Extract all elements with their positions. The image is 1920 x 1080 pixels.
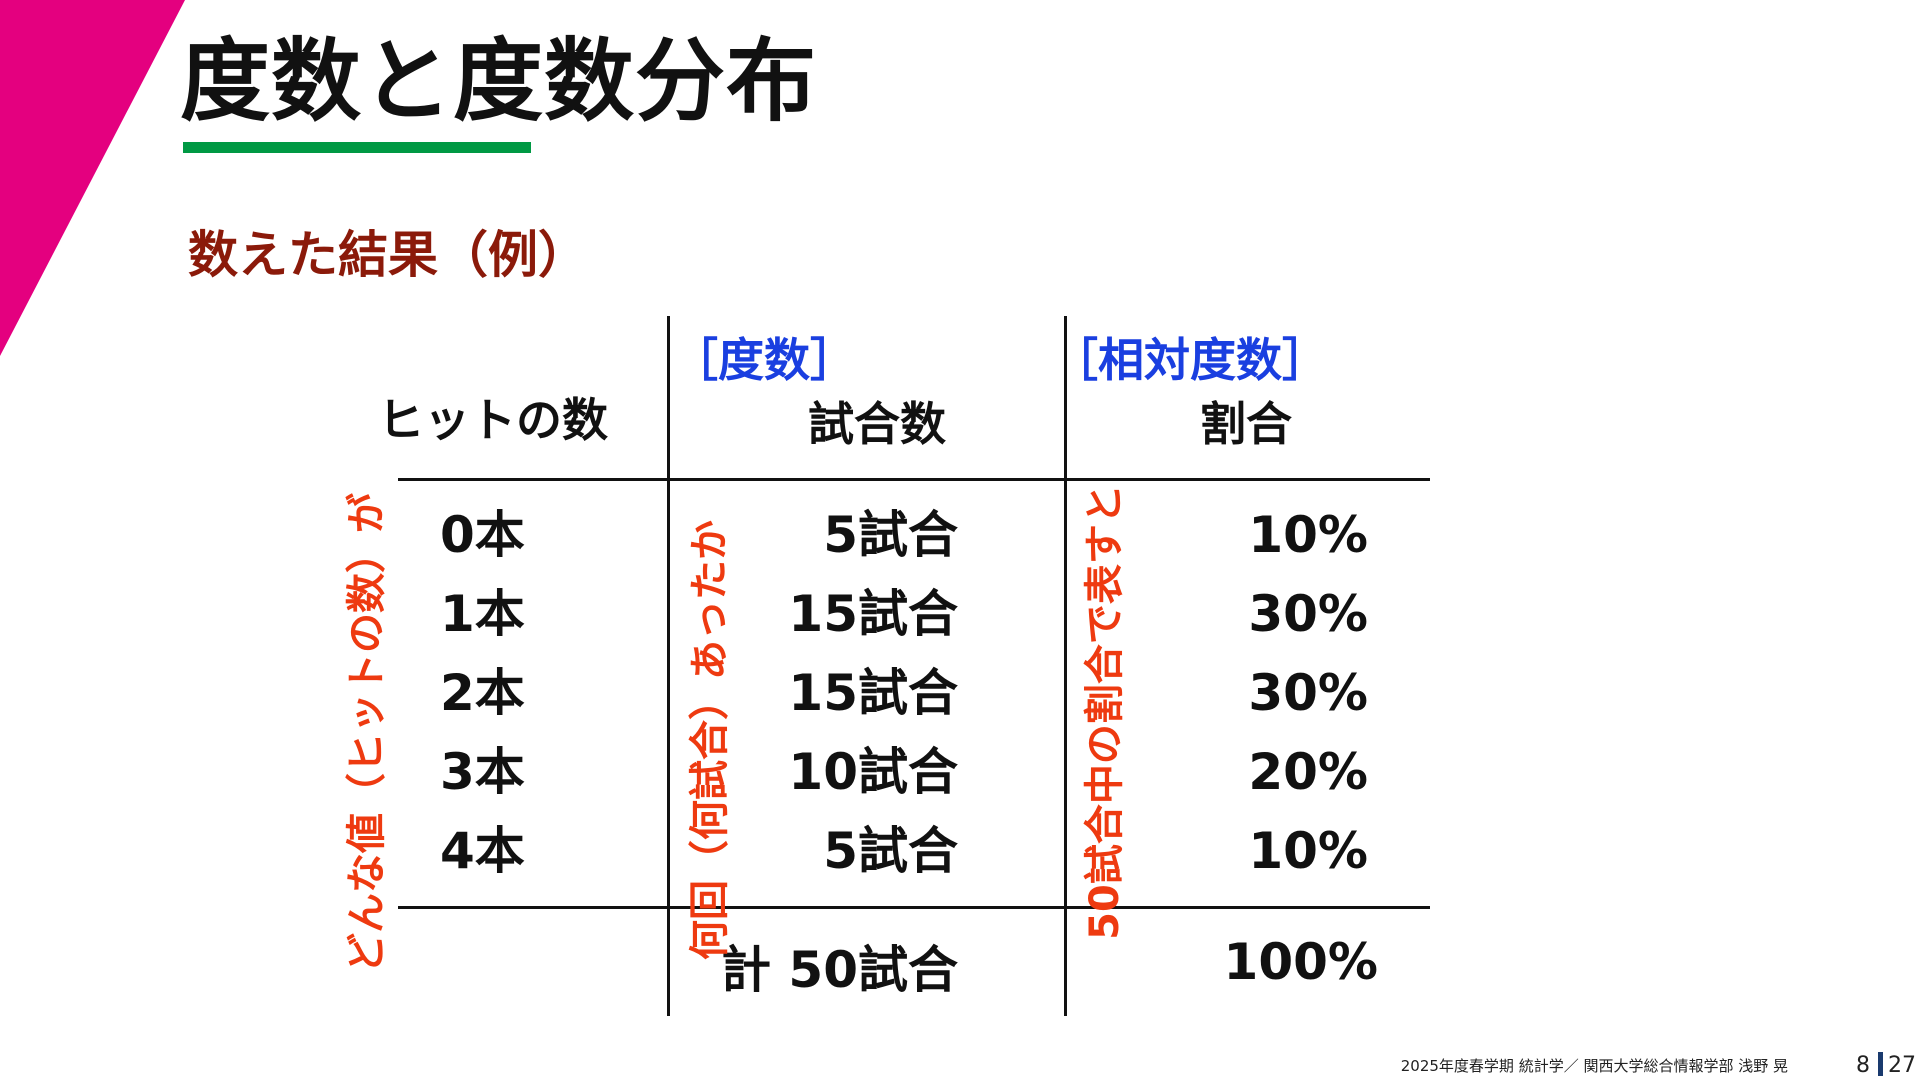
slide-title: 度数と度数分布	[180, 29, 817, 134]
row-2-hits: 2本	[440, 664, 525, 722]
row-0-games: 5試合	[823, 506, 958, 564]
row-3-games: 10試合	[788, 743, 958, 801]
title-underline	[183, 142, 531, 153]
frequency-label: ［度数］	[672, 333, 856, 387]
row-1-hits: 1本	[440, 585, 525, 643]
row-1-games: 15試合	[788, 585, 958, 643]
header-rule	[398, 478, 1430, 481]
total-ratio: 100%	[1223, 933, 1378, 991]
header-ratio: 割合	[1200, 397, 1292, 451]
relative-frequency-label: ［相対度数］	[1052, 333, 1328, 387]
page-total: 27	[1888, 1053, 1916, 1078]
header-games: 試合数	[808, 397, 946, 451]
row-4-games: 5試合	[823, 822, 958, 880]
note-counts: 何回（何試合）あったか	[687, 520, 733, 960]
row-0-ratio: 10%	[1248, 506, 1368, 564]
row-2-games: 15試合	[788, 664, 958, 722]
total-rule	[398, 906, 1430, 909]
page-separator	[1878, 1052, 1883, 1076]
header-hits: ヒットの数	[378, 393, 608, 447]
note-ratio: 50試合中の割合で表すと	[1082, 484, 1128, 940]
total-games: 計 50試合	[721, 941, 958, 999]
page-current: 8	[1856, 1053, 1870, 1078]
column-divider-1	[667, 316, 670, 1016]
row-2-ratio: 30%	[1248, 664, 1368, 722]
slide-subtitle: 数えた結果（例）	[188, 226, 588, 284]
column-divider-2	[1064, 316, 1067, 1016]
row-4-hits: 4本	[440, 822, 525, 880]
row-3-ratio: 20%	[1248, 743, 1368, 801]
footer-credit: 2025年度春学期 統計学／ 関西大学総合情報学部 浅野 晃	[1400, 1057, 1788, 1075]
accent-triangle	[0, 0, 185, 356]
row-0-hits: 0本	[440, 506, 525, 564]
note-values: どんな値（ヒットの数）が	[344, 493, 390, 973]
row-3-hits: 3本	[440, 743, 525, 801]
row-4-ratio: 10%	[1248, 822, 1368, 880]
row-1-ratio: 30%	[1248, 585, 1368, 643]
